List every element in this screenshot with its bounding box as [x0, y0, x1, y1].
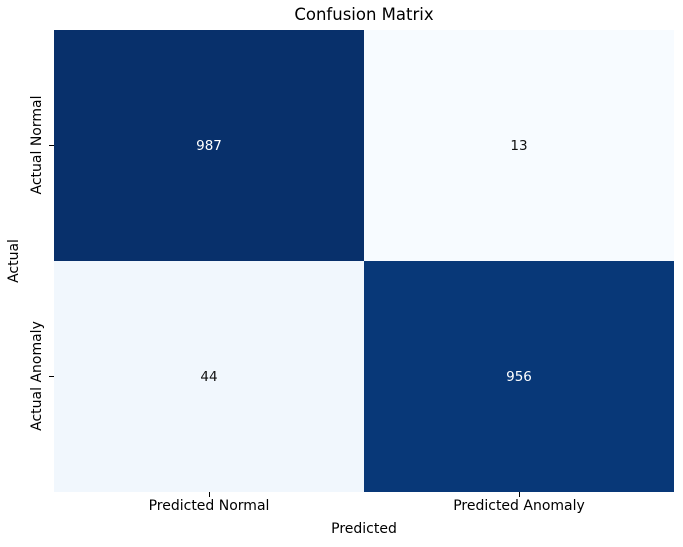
cell-value: 44: [200, 368, 218, 385]
cell-value: 956: [506, 368, 532, 385]
heatmap-cell-r1c0: 44: [54, 261, 364, 492]
heatmap-grid: 987 13 44 956: [54, 30, 674, 492]
heatmap-cell-r0c0: 987: [54, 30, 364, 261]
y-tick-label-actual-normal: Actual Normal: [29, 95, 45, 195]
x-tick-mark: [519, 492, 520, 497]
heatmap-cell-r1c1: 956: [364, 261, 674, 492]
heatmap-cell-r0c1: 13: [364, 30, 674, 261]
y-tick-mark: [49, 145, 54, 146]
cell-value: 987: [196, 137, 222, 154]
cell-value: 13: [510, 137, 528, 154]
chart-title: Confusion Matrix: [294, 5, 434, 24]
x-tick-label-predicted-anomaly: Predicted Anomaly: [453, 498, 585, 514]
y-tick-label-actual-anomaly: Actual Anomaly: [29, 321, 45, 431]
y-axis-label: Actual: [6, 239, 22, 283]
x-tick-label-predicted-normal: Predicted Normal: [148, 498, 270, 514]
y-tick-mark: [49, 376, 54, 377]
x-axis-label: Predicted: [331, 521, 397, 537]
x-tick-mark: [209, 492, 210, 497]
